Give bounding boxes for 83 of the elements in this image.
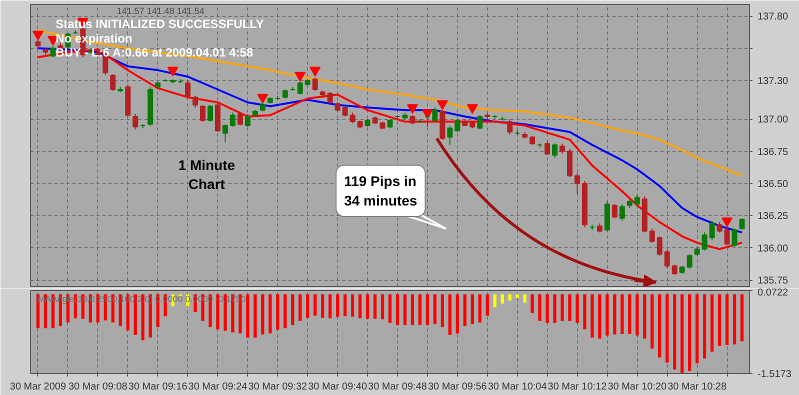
candlestick <box>110 74 116 92</box>
y-tick-label: 0.0722 <box>758 288 789 298</box>
candlestick <box>694 246 700 256</box>
candlestick <box>35 38 41 49</box>
y-tick-label: 136.50 <box>758 178 789 190</box>
candlestick <box>334 102 340 112</box>
candlestick <box>560 143 566 154</box>
candlestick <box>350 112 356 124</box>
point <box>310 66 321 76</box>
candlestick <box>530 135 536 146</box>
x-tick-label: 30 Mar 09:24 <box>188 382 248 392</box>
candlestick <box>709 220 715 241</box>
point <box>167 66 178 76</box>
candlestick <box>477 114 483 130</box>
y-tick-label: 137.80 <box>758 12 789 23</box>
annotation: 1 Minute Chart <box>178 156 236 192</box>
candlestick <box>649 228 655 244</box>
y-tick-label: 136.00 <box>758 243 789 254</box>
point <box>32 30 44 40</box>
candlestick <box>739 218 745 230</box>
x-tick-label: 30 Mar 10:04 <box>488 382 548 392</box>
y-tick-label: 135.75 <box>758 276 789 287</box>
x-tick-label: 30 Mar 09:56 <box>428 382 488 392</box>
candlestick <box>454 118 460 132</box>
candlestick <box>342 106 348 118</box>
candlestick <box>724 226 730 246</box>
candlestick <box>410 114 416 125</box>
candlestick <box>230 112 236 128</box>
candlestick <box>702 232 708 251</box>
candlestick <box>619 204 625 222</box>
candlestick <box>327 92 333 104</box>
candlestick <box>200 104 206 122</box>
candlestick <box>634 194 640 206</box>
candlestick <box>208 104 213 122</box>
candlestick <box>297 81 303 96</box>
candlestick <box>237 112 243 126</box>
x-tick-label: 30 Mar 10:28 <box>668 382 727 392</box>
candlestick <box>282 88 288 99</box>
candlestick <box>387 118 393 129</box>
x-tick-label: 30 Mar 09:32 <box>248 382 308 392</box>
annotation: 141.57 141.48 141.54 <box>116 6 204 16</box>
candlestick <box>552 143 558 158</box>
candlestick <box>50 45 56 58</box>
point <box>257 94 268 104</box>
y-tick-label: 137.00 <box>758 114 789 126</box>
candlestick <box>260 102 266 112</box>
candlestick <box>596 222 602 233</box>
candlestick <box>192 95 198 108</box>
y-tick-label: 137.30 <box>758 76 789 87</box>
y-tick-label: -1.5173 <box>758 369 792 380</box>
x-tick-label: 30 Mar 2009 <box>10 382 66 392</box>
candlestick <box>507 118 513 136</box>
candlestick <box>672 264 678 276</box>
point <box>466 104 478 114</box>
x-tick-label: 30 Mar 09:40 <box>308 382 368 392</box>
y-tick-label: 136.25 <box>758 211 789 222</box>
annotation: 119 Pips in 34 minutes <box>344 173 418 208</box>
point <box>294 72 306 82</box>
y-tick-label: 136.75 <box>758 146 789 158</box>
x-tick-label: 30 Mar 10:20 <box>608 382 668 392</box>
candlestick <box>544 140 550 156</box>
candlestick <box>244 113 250 128</box>
candlestick <box>312 77 318 92</box>
candlestick <box>626 198 632 208</box>
candlestick <box>447 125 453 146</box>
candlestick <box>732 228 738 248</box>
candlestick <box>185 80 191 99</box>
candlestick <box>686 254 692 269</box>
point <box>722 217 733 228</box>
candlestick <box>432 107 438 122</box>
x-tick-label: 30 Mar 09:48 <box>368 382 428 392</box>
x-tick-label: 30 Mar 10:12 <box>548 382 608 392</box>
point <box>406 104 418 114</box>
candlestick <box>716 222 722 233</box>
x-tick-label: 30 Mar 09:08 <box>68 382 128 392</box>
candlestick <box>574 172 580 194</box>
candlestick <box>132 113 138 130</box>
x-tick-label: 30 Mar 09:16 <box>128 382 188 392</box>
candlestick <box>222 124 228 143</box>
candlestick <box>664 250 670 269</box>
candlestick <box>656 236 662 256</box>
point <box>436 100 448 110</box>
candlestick <box>612 204 618 219</box>
